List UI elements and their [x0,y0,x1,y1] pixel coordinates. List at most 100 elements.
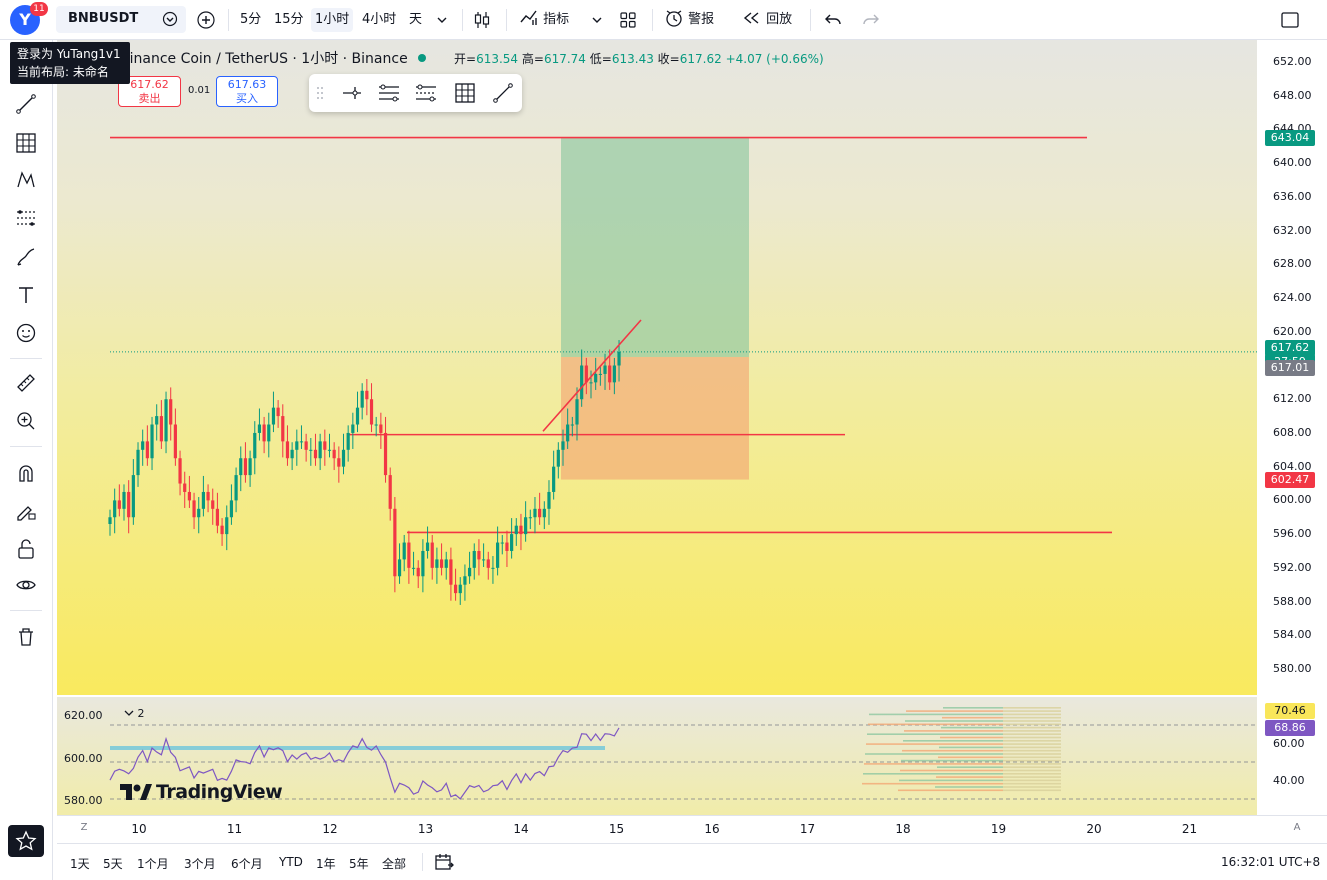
symbol-search[interactable]: BNBUSDT [56,6,186,33]
candle-body [187,491,191,501]
price-tick-label: 640.00 [1273,156,1312,170]
date-range-icon[interactable] [434,853,454,871]
indicator-axis[interactable]: 70.46 68.86 60.00 40.00 [1257,697,1327,815]
time-tick-label: 19 [990,822,1007,836]
candle-body [206,491,210,501]
pattern-tool[interactable] [12,166,40,194]
indicator-pane[interactable] [57,697,1257,815]
interval-15m[interactable]: 15分 [274,12,304,27]
collapsed-indicators[interactable]: 2 [124,707,145,720]
fib-tool[interactable] [12,129,40,157]
volume-profile-row [869,713,1003,716]
add-symbol-icon[interactable] [196,8,216,32]
horizontal-ray-icon[interactable] [339,81,365,105]
sell-button[interactable]: 617.62 卖出 [118,76,181,107]
auto-scale-button[interactable]: A [1293,822,1301,833]
rsi-line [109,727,620,800]
candle-body [379,424,383,433]
clock[interactable]: 16:32:01 UTC+8 [1221,855,1321,869]
parallel-channel-icon[interactable] [376,81,402,105]
magnet-tool[interactable] [12,459,40,487]
time-tick-label: 13 [417,822,434,836]
range-3m[interactable]: 3个月 [184,857,216,871]
candle-body [477,550,481,560]
time-axis[interactable]: Z A 10 11 12 13 14 15 16 17 18 19 20 21 [57,815,1327,842]
emoji-tool[interactable] [12,319,40,347]
layout-grid-icon[interactable] [619,8,637,32]
bottom-toolbar: 1天 5天 1个月 3个月 6个月 YTD 1年 5年 全部 16:32:01 … [57,843,1327,880]
range-6m[interactable]: 6个月 [231,857,263,871]
alert-button[interactable]: 警报 [664,8,714,32]
candle-body [271,407,276,425]
favorites-tool[interactable] [8,825,44,857]
volume-profile-row [1003,779,1061,782]
volume-profile-row [1003,707,1061,709]
chevron-circle-icon [162,11,178,27]
fullscreen-icon[interactable] [1280,8,1300,32]
volume-profile-row [1003,769,1061,772]
candle-body [402,542,406,560]
candle-body [369,399,374,425]
low-value: 613.43 [611,52,654,66]
text-tool[interactable] [12,281,40,309]
login-tooltip: 登录为 YuTang1v1 当前布局: 未命名 [10,42,130,84]
range-5y[interactable]: 5年 [349,857,369,871]
candle-body [444,559,448,568]
trend-line-icon[interactable] [490,81,516,105]
chevron-down-icon[interactable] [436,8,448,32]
regression-icon[interactable] [413,81,439,105]
volume-profile-row [1003,786,1061,788]
volume-profile-row [941,726,1003,729]
range-all[interactable]: 全部 [382,857,407,871]
volume-profile-row [1003,789,1061,792]
candle-body [351,424,355,433]
buy-button[interactable]: 617.63 买入 [216,76,278,107]
lock-drawing-tool[interactable] [12,497,40,525]
price-axis[interactable]: 652.00 648.00 644.00 640.00 636.00 632.00 628.… [1257,40,1327,695]
range-1y[interactable]: 1年 [316,857,336,871]
volume-profile-row [1003,776,1061,778]
fib-grid-icon[interactable] [452,81,478,105]
drag-handle-icon[interactable] [311,81,329,105]
interval-5m[interactable]: 5分 [240,12,262,27]
interval-1d[interactable]: 天 [409,12,423,27]
candle-body [243,458,248,476]
scale-mode-button[interactable]: Z [80,822,88,833]
hide-drawings-tool[interactable] [12,571,40,599]
replay-button[interactable]: 回放 [742,8,792,32]
target-zone [561,137,749,357]
text-icon [19,287,33,303]
volume-profile-row [904,730,1003,732]
tooltip-line: 当前布局: 未命名 [17,65,109,79]
zoom-tool[interactable] [12,407,40,435]
brush-tool[interactable] [12,243,40,271]
chevron-down-icon[interactable] [591,8,603,32]
interval-4h[interactable]: 4小时 [362,12,397,27]
redo-icon[interactable] [862,8,880,32]
measure-tool[interactable] [12,369,40,397]
candle-body [169,399,173,425]
range-1m[interactable]: 1个月 [137,857,169,871]
range-ytd[interactable]: YTD [279,855,303,869]
lock-all-tool[interactable] [12,535,40,563]
candle-body [355,407,360,425]
interval-1h[interactable]: 1小时 [311,8,354,32]
main-chart-pane[interactable] [57,40,1257,695]
candle-body [267,424,271,442]
entry-price-tag: 617.01 [1265,359,1315,376]
tooltip-line: 登录为 YuTang1v1 [17,47,121,61]
candle-type-icon[interactable] [473,8,491,32]
price-tick-label: 648.00 [1273,88,1312,102]
candlestick-chart[interactable] [57,40,1257,695]
candle-body [458,584,462,594]
undo-icon[interactable] [824,8,842,32]
delete-drawings-tool[interactable] [12,623,40,651]
brush-icon [17,248,35,266]
range-5d[interactable]: 5天 [103,857,123,871]
range-1d[interactable]: 1天 [70,857,90,871]
forecast-tool[interactable] [12,204,40,232]
candle-body [239,458,243,476]
sell-label: 卖出 [138,92,161,105]
indicators-button[interactable]: 指标 [519,8,569,32]
trend-line-tool[interactable] [12,90,40,118]
